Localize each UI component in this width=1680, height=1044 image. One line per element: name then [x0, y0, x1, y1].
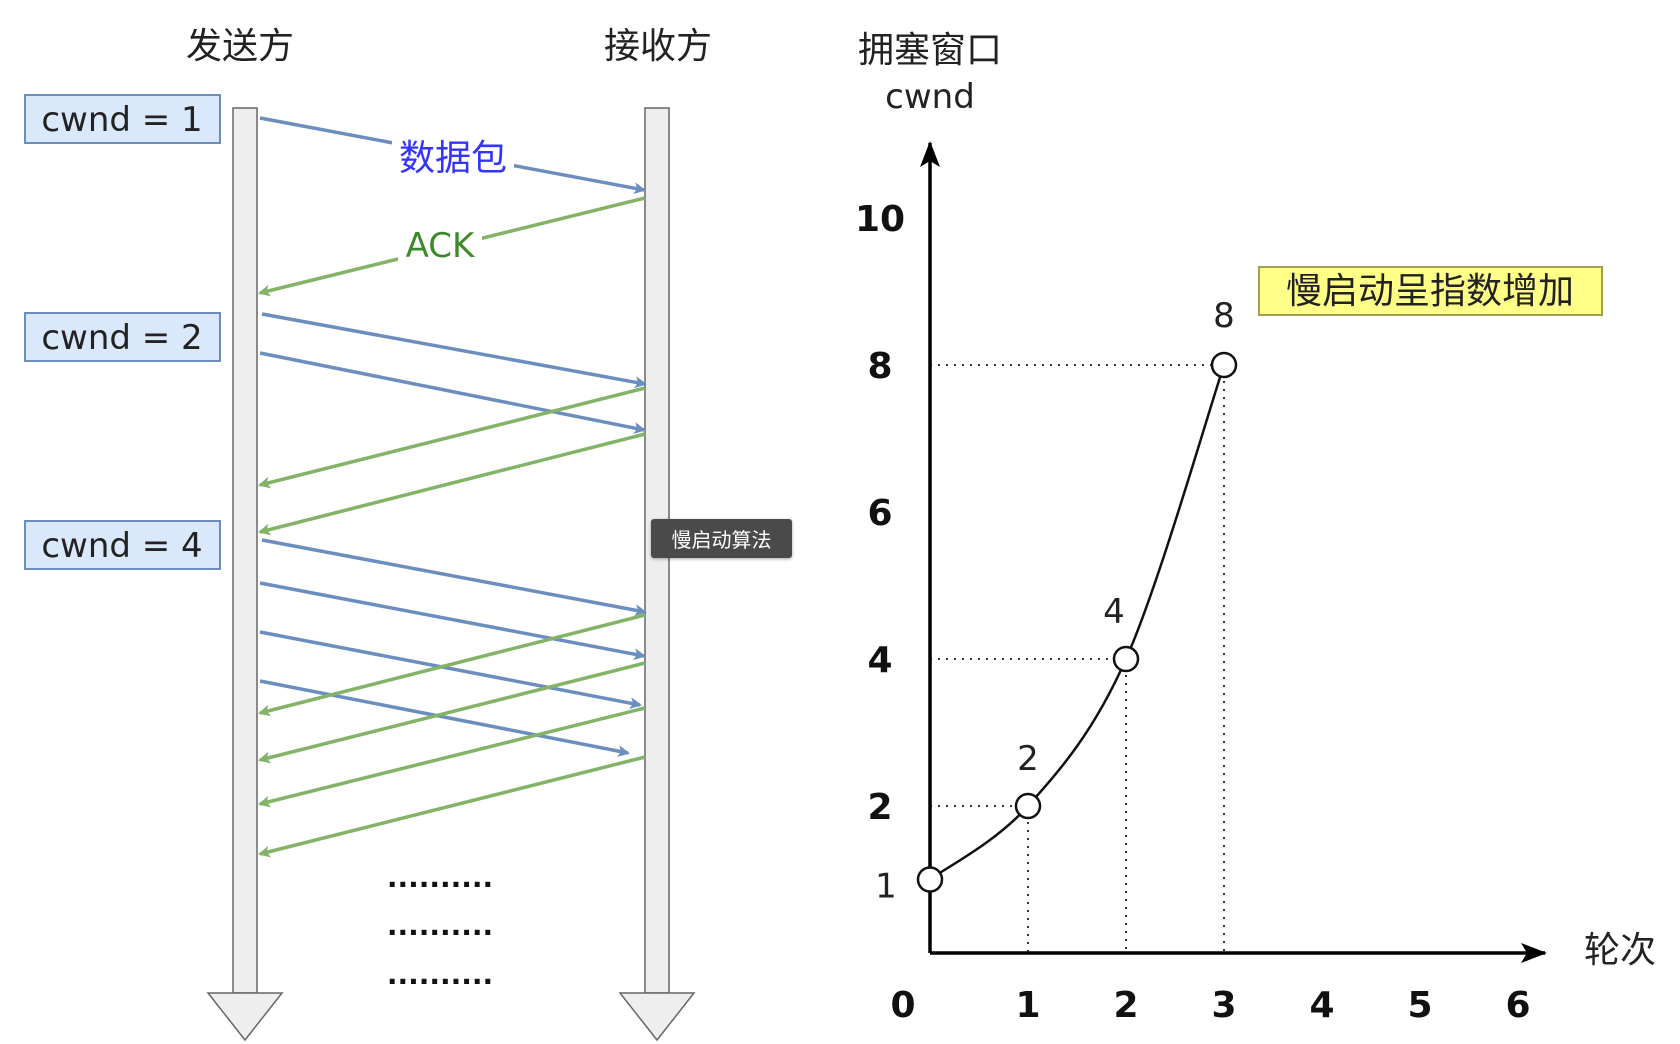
packet-arrows [259, 116, 647, 757]
sender-timeline [206, 107, 284, 1042]
packet-arrow-7 [259, 679, 630, 757]
ack-arrow-2 [258, 386, 646, 489]
data-point-label: 8 [1213, 296, 1235, 336]
cwnd-box-2-label: cwnd = 2 [41, 318, 202, 358]
data-point-label: 4 [1103, 592, 1125, 632]
y-axis-title-line1: 拥塞窗口 [858, 30, 1002, 71]
x-tick-label: 6 [1505, 985, 1530, 1026]
ellipsis-row-2: .......... [387, 909, 493, 942]
x-tick-label: 0 [890, 985, 915, 1026]
x-tick-label: 4 [1309, 985, 1334, 1026]
ack-arrow-3 [258, 432, 646, 536]
receiver-label: 接收方 [604, 26, 712, 67]
x-tick-label: 2 [1113, 985, 1138, 1026]
y-axis-title-line2: cwnd [885, 77, 975, 117]
data-point-label: 2 [1017, 739, 1039, 779]
ack-arrow-5 [258, 661, 646, 764]
data-point [1112, 645, 1140, 673]
x-tick-label: 5 [1407, 985, 1432, 1026]
packet-arrow-2 [261, 312, 647, 389]
y-tick-label: 8 [867, 346, 892, 387]
y-tick-label: 2 [867, 787, 892, 828]
packet-arrow-4 [261, 538, 647, 617]
chart-series: 1 2 4 8 [875, 296, 1238, 907]
x-tick-label: 3 [1211, 985, 1236, 1026]
ack-arrows [258, 196, 646, 858]
note-box: 慢启动呈指数增加 [1258, 266, 1603, 316]
x-axis-title: 轮次 [1584, 930, 1656, 971]
cwnd-box-3-label: cwnd = 4 [41, 526, 202, 566]
chart-guides [930, 364, 1225, 953]
series-line [929, 364, 1226, 881]
sender-label: 发送方 [186, 26, 294, 67]
ack-label: ACK [406, 226, 476, 266]
cwnd-box-2: cwnd = 2 [24, 312, 221, 362]
ack-arrow-6 [258, 706, 646, 808]
ack-arrow-4 [258, 613, 646, 717]
y-tick-label: 10 [855, 199, 905, 240]
packet-arrow-5 [259, 581, 646, 661]
data-point-label: 1 [875, 867, 897, 907]
tooltip-slow-start: 慢启动算法 [651, 519, 792, 558]
chart-ticks: 0 1 2 3 4 5 6 2 4 6 8 10 [855, 199, 1531, 1026]
chart-note: 慢启动呈指数增加 [1286, 271, 1574, 312]
ellipsis-row-1: .......... [387, 861, 493, 894]
chart-axes [920, 141, 1547, 963]
cwnd-box-3: cwnd = 4 [24, 520, 221, 570]
packet-arrow-3 [259, 351, 646, 434]
x-tick-label: 1 [1015, 985, 1040, 1026]
packet-arrow-6 [259, 630, 642, 710]
ack-arrow-7 [258, 755, 646, 858]
receiver-timeline [618, 107, 696, 1042]
packet-label: 数据包 [399, 138, 507, 179]
data-point [1210, 351, 1238, 379]
y-tick-label: 6 [867, 493, 892, 534]
data-point [1014, 792, 1042, 820]
cwnd-box-1: cwnd = 1 [24, 94, 221, 144]
ellipsis-row-3: .......... [387, 958, 493, 991]
y-tick-label: 4 [867, 640, 892, 681]
cwnd-box-1-label: cwnd = 1 [41, 100, 202, 140]
data-point [916, 866, 944, 893]
